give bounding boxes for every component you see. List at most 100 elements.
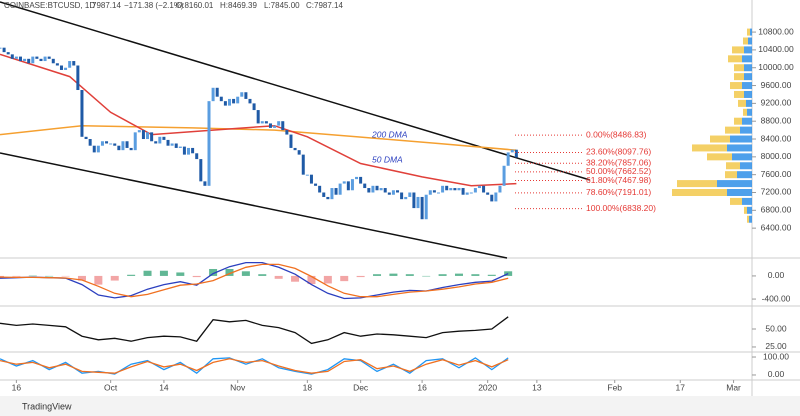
- candle: [23, 58, 27, 62]
- candle: [31, 56, 35, 64]
- profile-down: [730, 197, 742, 205]
- candle: [379, 188, 383, 191]
- candle: [219, 96, 223, 102]
- histogram-bar: [176, 272, 185, 276]
- candle: [18, 56, 22, 62]
- profile-up: [740, 162, 752, 170]
- profile-up: [747, 206, 752, 214]
- candle: [27, 58, 31, 64]
- brand: TradingView: [22, 401, 72, 411]
- candle: [453, 188, 457, 191]
- candle: [80, 90, 84, 137]
- candle: [252, 103, 256, 111]
- histogram-bar: [274, 275, 283, 279]
- candle: [203, 181, 207, 186]
- candle: [0, 47, 2, 49]
- profile-down: [734, 117, 742, 125]
- profile-down: [734, 64, 744, 72]
- trend-line: [0, 1, 591, 181]
- y-tick-label: 8400.00: [761, 133, 792, 143]
- profile-up: [727, 188, 752, 196]
- profile-up: [744, 64, 752, 72]
- x-tick-label: 2020: [478, 382, 497, 392]
- change: −171.38 (−2.1%): [124, 1, 184, 10]
- fib-label: 61.80%(7467.98): [586, 175, 651, 185]
- candle: [10, 54, 14, 59]
- profile-down: [692, 144, 727, 152]
- candle: [445, 185, 449, 191]
- candle: [207, 101, 211, 186]
- fib-label: 0.00%(8486.83): [586, 129, 647, 139]
- candle: [2, 47, 6, 53]
- fib-label: 50.00%(7662.52): [586, 166, 651, 176]
- histogram-bar: [127, 274, 136, 276]
- candle: [47, 56, 51, 59]
- candle: [297, 150, 301, 155]
- candle: [322, 192, 326, 197]
- y-tick-label: 25.00: [765, 341, 787, 351]
- candle: [449, 188, 453, 191]
- profile-down: [743, 37, 748, 45]
- candle: [170, 143, 174, 146]
- histogram-bar: [159, 270, 168, 276]
- candle: [342, 181, 346, 184]
- candle: [367, 188, 371, 193]
- candle: [154, 141, 158, 144]
- histogram-bar: [77, 275, 86, 281]
- candle: [105, 141, 109, 144]
- candle: [162, 136, 166, 140]
- ohlc: H:8469.39: [220, 1, 257, 10]
- candle: [88, 139, 92, 146]
- candle: [240, 92, 244, 97]
- profile-down: [743, 108, 747, 116]
- candle: [490, 194, 494, 202]
- candle: [391, 190, 395, 195]
- candle: [113, 143, 117, 146]
- candle: [121, 141, 125, 151]
- y-tick-label: 0.00: [768, 369, 785, 379]
- candle: [502, 165, 506, 186]
- candle: [326, 196, 330, 200]
- profile-up: [727, 144, 752, 152]
- y-tick-label: 6400.00: [761, 222, 792, 232]
- profile-up: [744, 90, 752, 98]
- candle: [6, 52, 10, 55]
- candle: [125, 141, 129, 148]
- candle: [268, 123, 272, 128]
- profile-up: [742, 55, 752, 63]
- candle: [494, 192, 498, 202]
- histogram-bar: [389, 273, 398, 276]
- y-tick-label: 8800.00: [761, 115, 792, 125]
- profile-up: [750, 28, 752, 36]
- profile-up: [742, 197, 752, 205]
- candle: [486, 192, 490, 195]
- candle: [166, 139, 170, 146]
- histogram-bar: [291, 275, 300, 282]
- candle: [248, 98, 252, 104]
- histogram-bar: [471, 274, 480, 276]
- profile-up: [737, 171, 752, 179]
- profile-down: [730, 82, 742, 90]
- histogram-bar: [45, 275, 54, 277]
- x-tick-label: Oct: [104, 382, 118, 392]
- x-tick-label: 18: [303, 382, 313, 392]
- candle: [260, 121, 264, 124]
- ohlc: C:7987.14: [306, 1, 343, 10]
- candle: [133, 132, 137, 151]
- profile-down: [747, 215, 749, 223]
- candle: [215, 87, 219, 97]
- candle: [416, 196, 420, 209]
- histogram-bar: [487, 274, 496, 276]
- histogram-bar: [438, 274, 447, 276]
- candle: [432, 190, 436, 193]
- profile-down: [725, 126, 740, 134]
- candle: [182, 146, 186, 155]
- candle: [400, 192, 404, 200]
- profile-down: [707, 153, 732, 161]
- candle: [510, 149, 514, 153]
- profile-down: [738, 99, 746, 107]
- profile-up: [747, 108, 752, 116]
- candle: [338, 183, 342, 195]
- ohlc: L:7845.00: [264, 1, 300, 10]
- fib-label: 78.60%(7191.01): [586, 187, 651, 197]
